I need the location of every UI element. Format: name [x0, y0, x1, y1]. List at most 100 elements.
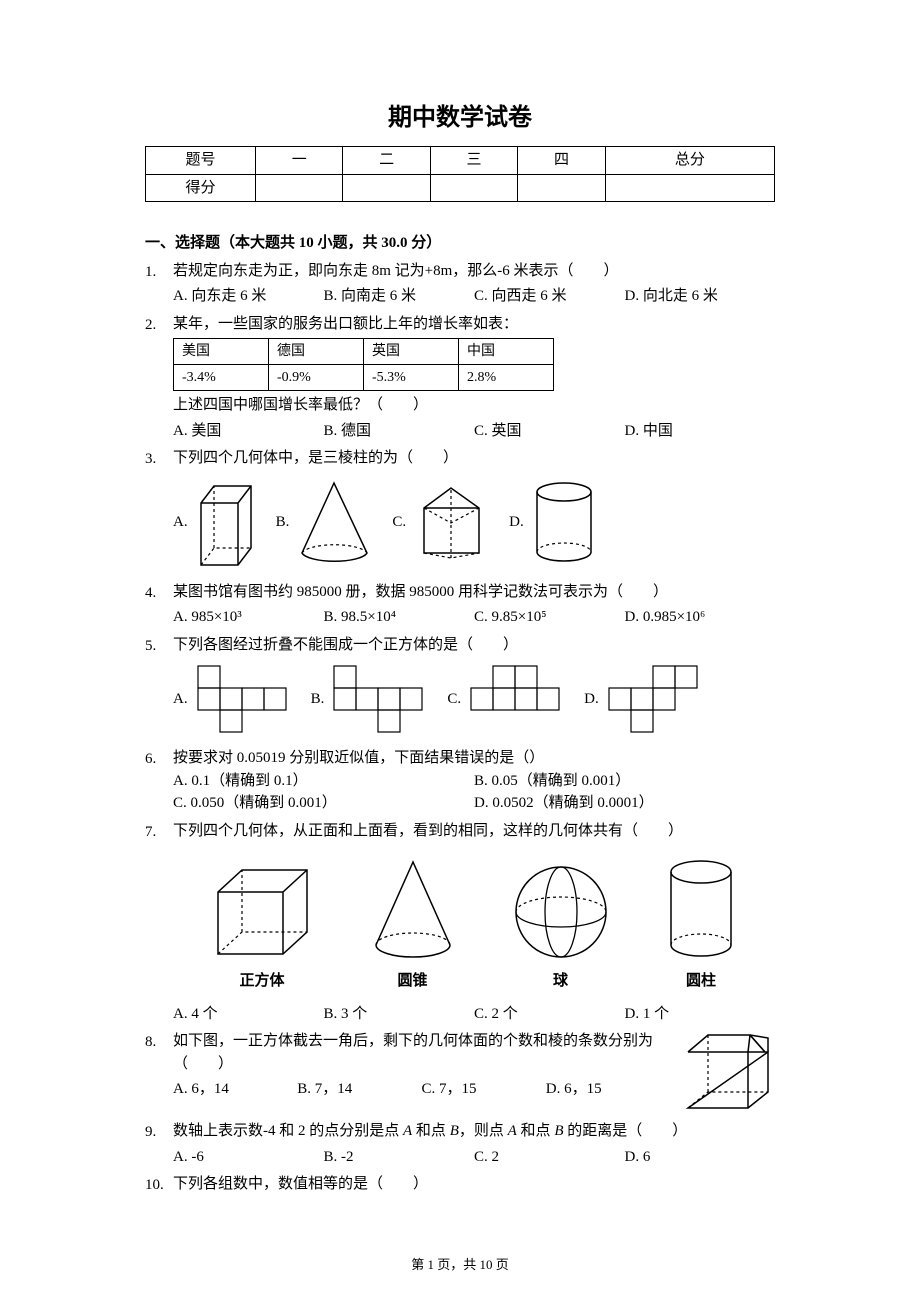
question-8: 8. 如下图，一正方体截去一角后，剩下的几何体面的个数和棱的条数分别为（ ） A…: [145, 1030, 775, 1115]
q6-optC: C. 0.050（精确到 0.001）: [173, 792, 474, 815]
q1-optD: D. 向北走 6 米: [625, 285, 776, 308]
q10-num: 10.: [145, 1173, 173, 1197]
q9-num: 9.: [145, 1120, 173, 1168]
q1-num: 1.: [145, 260, 173, 308]
page-title: 期中数学试卷: [145, 100, 775, 136]
score-table: 题号 一 二 三 四 总分 得分: [145, 146, 775, 202]
section-1-title: 一、选择题（本大题共 10 小题，共 30.0 分）: [145, 232, 775, 255]
q2-country-3: 中国: [459, 339, 554, 365]
q6-optA: A. 0.1（精确到 0.1）: [173, 770, 474, 793]
score-cell-2: [343, 174, 430, 202]
q4-text: 某图书馆有图书约 985000 册，数据 985000 用科学记数法可表示为（ …: [173, 581, 775, 604]
q2-optD: D. 中国: [625, 420, 776, 443]
q3-optA: A.: [173, 478, 256, 568]
q2-country-2: 英国: [364, 339, 459, 365]
q5-optA: A.: [173, 664, 291, 734]
cuboid-icon: [196, 478, 256, 568]
question-5: 5. 下列各图经过折叠不能围成一个正方体的是（ ） A. B.: [145, 634, 775, 743]
q8-optB: B. 7，14: [297, 1078, 421, 1101]
q2-optB: B. 德国: [324, 420, 475, 443]
cylinder-icon: [532, 480, 597, 565]
q2-num: 2.: [145, 313, 173, 443]
cube-net-c-icon: [469, 664, 564, 734]
q8-text: 如下图，一正方体截去一角后，剩下的几何体面的个数和棱的条数分别为（ ）: [173, 1030, 670, 1075]
q7-optA: A. 4 个: [173, 1003, 324, 1026]
triangular-prism-icon: [414, 483, 489, 563]
score-header-1: 一: [256, 147, 343, 175]
q2-country-0: 美国: [174, 339, 269, 365]
cylinder-shape-icon: [664, 857, 739, 962]
score-header-4: 四: [518, 147, 605, 175]
score-header-label: 题号: [146, 147, 256, 175]
q2-country-1: 德国: [269, 339, 364, 365]
q8-num: 8.: [145, 1030, 173, 1115]
q5-optB: B.: [311, 664, 428, 734]
cut-cube-icon: [680, 1030, 775, 1115]
sphere-icon: [511, 862, 611, 962]
q7-label-cube: 正方体: [210, 970, 315, 993]
cube-net-b-icon: [332, 664, 427, 734]
q6-text: 按要求对 0.05019 分别取近似值，下面结果错误的是（）: [173, 747, 775, 770]
q3-num: 3.: [145, 447, 173, 576]
q5-num: 5.: [145, 634, 173, 743]
cube-net-d-icon: [607, 664, 702, 734]
q4-optD: D. 0.985×10⁶: [625, 606, 776, 629]
score-header-3: 三: [430, 147, 517, 175]
question-7: 7. 下列四个几何体，从正面和上面看，看到的相同，这样的几何体共有（ ） 正方体…: [145, 820, 775, 1026]
q8-optD: D. 6，15: [546, 1078, 670, 1101]
q2-data-table: 美国 德国 英国 中国 -3.4% -0.9% -5.3% 2.8%: [173, 338, 554, 391]
q1-optB: B. 向南走 6 米: [324, 285, 475, 308]
q2-optC: C. 英国: [474, 420, 625, 443]
q4-num: 4.: [145, 581, 173, 629]
cone-icon: [297, 478, 372, 568]
q1-optC: C. 向西走 6 米: [474, 285, 625, 308]
q1-text: 若规定向东走为正，即向东走 8m 记为+8m，那么-6 米表示（ ）: [173, 260, 775, 283]
q5-text: 下列各图经过折叠不能围成一个正方体的是（ ）: [173, 634, 775, 657]
question-6: 6. 按要求对 0.05019 分别取近似值，下面结果错误的是（） A. 0.1…: [145, 747, 775, 815]
cube-net-a-icon: [196, 664, 291, 734]
q3-optC: C.: [392, 483, 489, 563]
q2-rate-2: -5.3%: [364, 365, 459, 391]
question-9: 9. 数轴上表示数-4 和 2 的点分别是点 A 和点 B，则点 A 和点 B …: [145, 1120, 775, 1168]
q10-text: 下列各组数中，数值相等的是（ ）: [173, 1173, 775, 1196]
score-cell-4: [518, 174, 605, 202]
q9-text: 数轴上表示数-4 和 2 的点分别是点 A 和点 B，则点 A 和点 B 的距离…: [173, 1120, 775, 1143]
q5-optD: D.: [584, 664, 702, 734]
score-row-label: 得分: [146, 174, 256, 202]
q7-optB: B. 3 个: [324, 1003, 475, 1026]
q7-label-cone: 圆锥: [368, 970, 458, 993]
score-cell-3: [430, 174, 517, 202]
q3-text: 下列四个几何体中，是三棱柱的为（ ）: [173, 447, 775, 470]
q2-rate-1: -0.9%: [269, 365, 364, 391]
q9-optC: C. 2: [474, 1146, 625, 1169]
q2-text2: 上述四国中哪国增长率最低？（ ）: [173, 394, 775, 417]
q3-optD: D.: [509, 480, 597, 565]
q2-rate-0: -3.4%: [174, 365, 269, 391]
question-4: 4. 某图书馆有图书约 985000 册，数据 985000 用科学记数法可表示…: [145, 581, 775, 629]
score-header-2: 二: [343, 147, 430, 175]
q9-optA: A. -6: [173, 1146, 324, 1169]
q4-optB: B. 98.5×10⁴: [324, 606, 475, 629]
score-cell-total: [605, 174, 774, 202]
q7-text: 下列四个几何体，从正面和上面看，看到的相同，这样的几何体共有（ ）: [173, 820, 775, 843]
question-3: 3. 下列四个几何体中，是三棱柱的为（ ） A. B. C.: [145, 447, 775, 576]
q9-optD: D. 6: [625, 1146, 776, 1169]
score-cell-1: [256, 174, 343, 202]
q3-optB: B.: [276, 478, 373, 568]
q6-optB: B. 0.05（精确到 0.001）: [474, 770, 775, 793]
question-2: 2. 某年，一些国家的服务出口额比上年的增长率如表： 美国 德国 英国 中国 -…: [145, 313, 775, 443]
q4-optC: C. 9.85×10⁵: [474, 606, 625, 629]
q9-optB: B. -2: [324, 1146, 475, 1169]
q7-label-sphere: 球: [511, 970, 611, 993]
cube-icon: [210, 862, 315, 962]
question-1: 1. 若规定向东走为正，即向东走 8m 记为+8m，那么-6 米表示（ ） A.…: [145, 260, 775, 308]
q1-optA: A. 向东走 6 米: [173, 285, 324, 308]
q2-text: 某年，一些国家的服务出口额比上年的增长率如表：: [173, 313, 775, 336]
q8-optA: A. 6，14: [173, 1078, 297, 1101]
score-header-total: 总分: [605, 147, 774, 175]
page-footer: 第 1 页，共 10 页: [0, 1255, 920, 1275]
q4-optA: A. 985×10³: [173, 606, 324, 629]
q5-optC: C.: [447, 664, 564, 734]
q2-rate-3: 2.8%: [459, 365, 554, 391]
q6-optD: D. 0.0502（精确到 0.0001）: [474, 792, 775, 815]
